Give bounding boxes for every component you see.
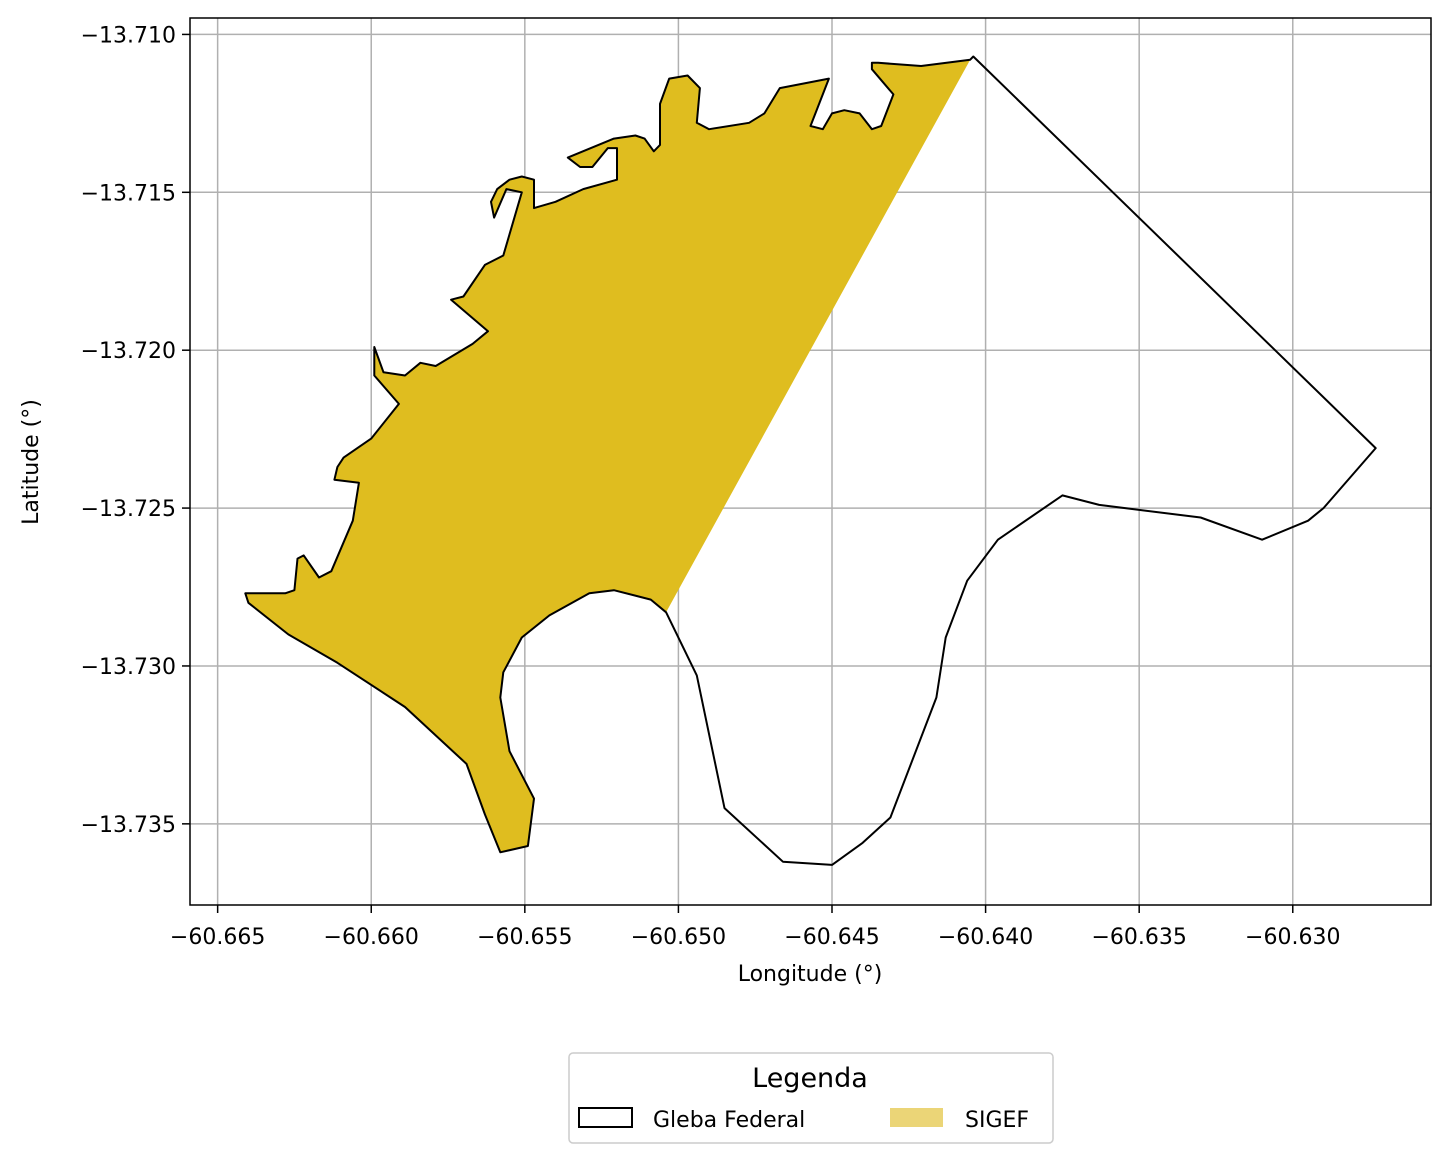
x-tick-label: −60.640 [938, 925, 1033, 950]
legend: Legenda Gleba Federal SIGEF [568, 1052, 1054, 1144]
y-tick-label: −13.730 [81, 655, 176, 680]
legend-swatch-sigef [890, 1108, 943, 1127]
legend-label-sigef: SIGEF [965, 1108, 1029, 1133]
legend-swatch-gleba-federal [578, 1107, 633, 1128]
legend-title: Legenda [752, 1063, 868, 1094]
y-axis-ticks: −13.710 −13.715 −13.720 −13.725 −13.730 −13.7… [81, 23, 190, 838]
y-tick-label: −13.710 [81, 23, 176, 48]
x-tick-label: −60.635 [1091, 925, 1186, 950]
x-tick-label: −60.650 [631, 925, 726, 950]
y-tick-label: −13.725 [81, 497, 176, 522]
gleba-federal-boundary [244, 55, 1377, 866]
x-tick-label: −60.655 [477, 925, 572, 950]
x-axis-ticks: −60.665 −60.660 −60.655 −60.650 −60.645 −60.6… [170, 905, 1340, 950]
sigef-area [245, 59, 971, 853]
x-axis-label: Longitude (°) [738, 962, 883, 987]
y-axis-label: Latitude (°) [19, 399, 44, 525]
legend-label-gleba-federal: Gleba Federal [653, 1108, 805, 1133]
x-tick-label: −60.660 [324, 925, 419, 950]
plot-frame [189, 17, 1432, 906]
x-tick-label: −60.630 [1245, 925, 1340, 950]
map-layer [244, 55, 1377, 866]
y-tick-label: −13.735 [81, 813, 176, 838]
y-tick-label: −13.720 [81, 339, 176, 364]
y-tick-label: −13.715 [81, 181, 176, 206]
x-tick-label: −60.665 [170, 925, 265, 950]
plot-area [189, 17, 1432, 906]
x-tick-label: −60.645 [784, 925, 879, 950]
